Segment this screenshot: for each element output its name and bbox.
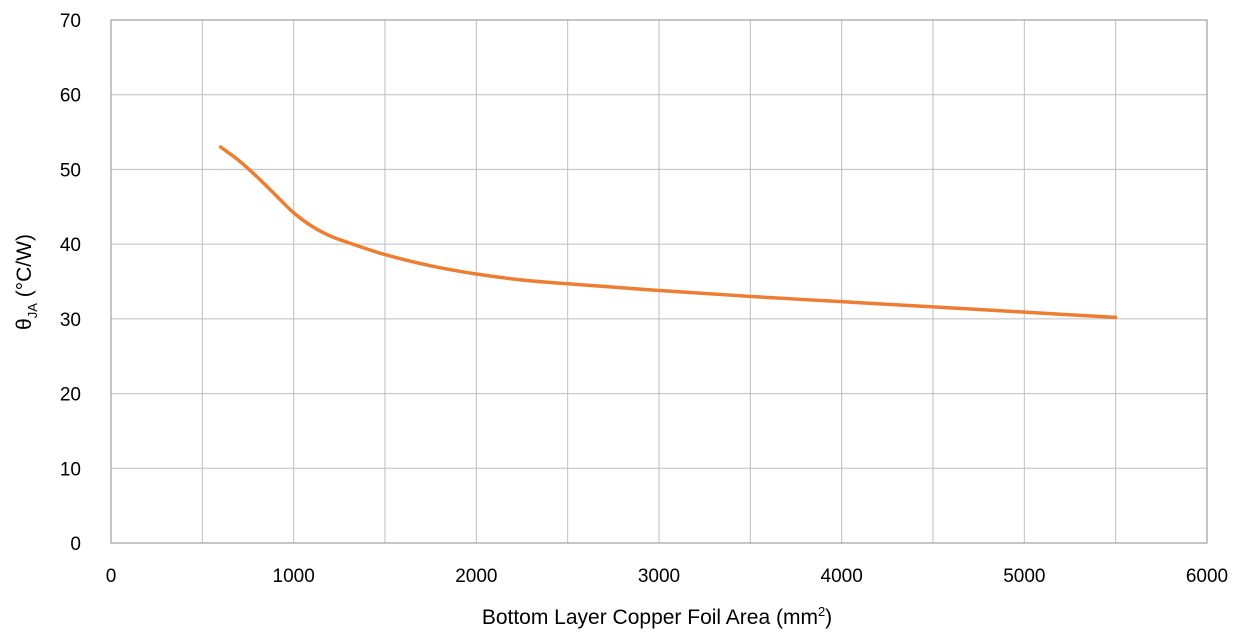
y-tick-label: 50 [60, 160, 81, 181]
y-tick-labels: 0 10 20 30 40 50 60 70 [60, 11, 81, 555]
x-tick-labels: 0 1000 2000 3000 4000 5000 6000 [106, 566, 1228, 587]
plot-area-border [110, 19, 1208, 544]
plot-frame [110, 19, 1208, 544]
theta-ja-series-line [218, 145, 1118, 320]
x-tick-label: 2000 [455, 566, 497, 587]
x-tick-label: 6000 [1186, 566, 1228, 587]
x-axis-title: Bottom Layer Copper Foil Area (mm2) [482, 604, 832, 629]
y-tick-label: 60 [60, 86, 81, 107]
grid [110, 19, 1208, 544]
x-tick-label: 3000 [638, 566, 680, 587]
y-tick-label: 30 [60, 310, 81, 331]
y-tick-label: 70 [60, 11, 81, 32]
x-tick-label: 5000 [1003, 566, 1045, 587]
y-tick-label: 40 [60, 235, 81, 256]
y-tick-label: 0 [70, 534, 81, 555]
series-group [218, 145, 1118, 320]
x-tick-label: 0 [106, 566, 117, 587]
y-tick-label: 20 [60, 385, 81, 406]
x-tick-label: 1000 [273, 566, 315, 587]
x-tick-label: 4000 [821, 566, 863, 587]
y-axis-title: θJA (°C/W) [13, 234, 40, 330]
y-tick-label: 10 [60, 459, 81, 480]
